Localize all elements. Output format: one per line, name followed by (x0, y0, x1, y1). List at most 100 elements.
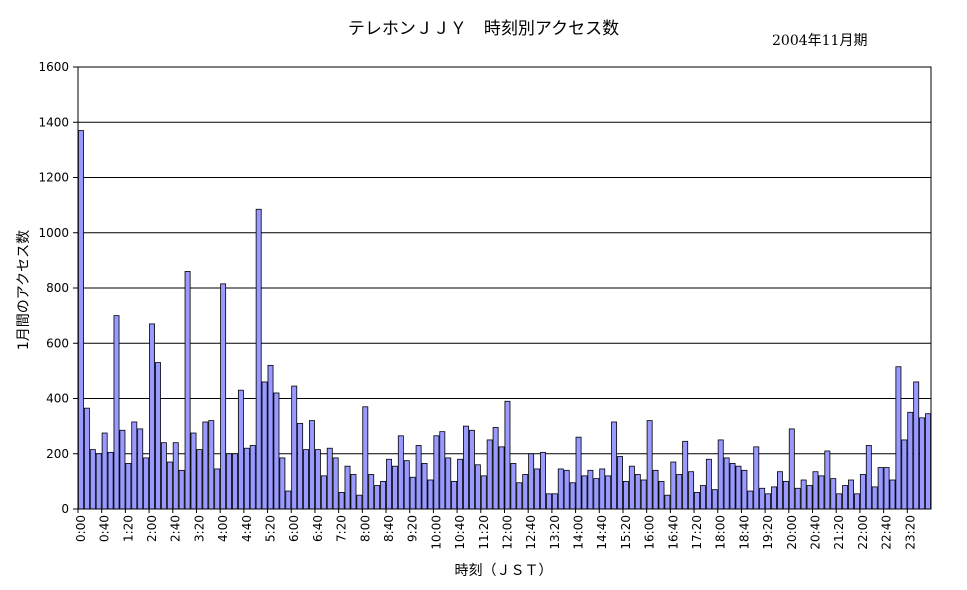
y-tick-label: 600 (46, 336, 69, 350)
bar (232, 453, 238, 510)
bar (682, 440, 689, 510)
x-tick-label: 6:40 (311, 515, 325, 542)
bar (634, 474, 641, 510)
bar (249, 445, 256, 510)
bar (510, 463, 517, 510)
bar (800, 479, 807, 510)
bar (474, 464, 481, 510)
bar (314, 449, 321, 510)
bar (350, 474, 357, 510)
x-tick-label: 8:00 (358, 515, 372, 542)
bar (486, 439, 493, 510)
bar (119, 429, 126, 510)
bar (226, 453, 232, 510)
y-tick-label: 400 (46, 392, 69, 406)
bar (646, 420, 653, 510)
bar (599, 468, 606, 510)
bar (196, 449, 203, 510)
bar (664, 494, 671, 510)
bar (368, 474, 375, 510)
bar (788, 428, 795, 510)
bar (658, 480, 665, 510)
bar (640, 479, 647, 510)
bar (699, 485, 706, 510)
bar (729, 463, 736, 510)
bar (184, 271, 191, 510)
bar (344, 465, 351, 510)
bar (848, 479, 854, 510)
bar (243, 447, 250, 510)
bar (309, 420, 315, 510)
bar (202, 421, 209, 510)
x-tick-label: 4:00 (216, 515, 230, 542)
bar (492, 427, 499, 510)
x-tick-label: 13:20 (548, 515, 562, 550)
bar (741, 469, 748, 510)
chart-title: テレホンＪＪＹ 時刻別アクセス数 (347, 19, 620, 39)
bar (303, 449, 310, 510)
bar (380, 480, 387, 510)
y-tick-label: 1400 (38, 115, 69, 129)
chart-subtitle: 2004年11月期 (772, 33, 868, 49)
bar (468, 429, 475, 510)
bar (782, 480, 789, 510)
bar (445, 457, 452, 510)
x-tick-label: 3:20 (192, 515, 206, 542)
x-tick-label: 5:20 (264, 515, 278, 542)
bar (830, 478, 837, 510)
y-tick-labels: 0 200 400 600 800 1000 1200 1400 1600 (38, 60, 69, 516)
bar (143, 457, 150, 510)
x-tick-label: 10:00 (429, 515, 443, 550)
bar (694, 492, 700, 510)
x-tick-label: 17:20 (690, 515, 704, 550)
bar (409, 476, 416, 510)
bar (759, 487, 766, 510)
bar (403, 460, 410, 510)
bar (652, 469, 659, 510)
bar (670, 461, 677, 510)
bar (155, 362, 161, 510)
bar (723, 457, 730, 510)
bar (913, 381, 920, 510)
bar (854, 493, 860, 510)
bar (895, 366, 902, 510)
x-tick-label: 15:20 (619, 515, 633, 550)
bar (871, 486, 878, 510)
x-tick-label: 18:00 (714, 515, 728, 550)
x-axis-label: 時刻（ＪＳＴ） (454, 563, 553, 579)
x-tick-label: 1:20 (121, 515, 135, 542)
bar (208, 420, 215, 510)
bar (617, 456, 623, 510)
bar (160, 442, 167, 510)
bar (498, 446, 505, 510)
bar (545, 493, 552, 510)
bar (889, 479, 896, 510)
bar (883, 467, 890, 510)
bar (480, 475, 487, 510)
bar (557, 468, 564, 510)
bar (540, 451, 546, 510)
bar (859, 474, 866, 510)
bar (463, 425, 469, 510)
bar (593, 478, 600, 510)
y-tick-label: 800 (46, 281, 69, 295)
gridlines (78, 121, 931, 455)
bar (842, 485, 849, 510)
bar (255, 208, 262, 510)
bar (427, 479, 434, 510)
bar (415, 445, 422, 510)
x-tick-label: 0:00 (74, 515, 88, 542)
bar (622, 480, 629, 510)
x-tick-label: 9:20 (406, 515, 420, 542)
bar (131, 421, 138, 510)
bar (125, 463, 132, 510)
bar (172, 442, 179, 510)
x-tick-label: 18:40 (737, 515, 751, 550)
bar (95, 453, 102, 510)
bar (705, 458, 712, 510)
bar (113, 315, 120, 510)
x-tick-label: 10:40 (453, 515, 467, 550)
bar (190, 432, 197, 510)
bar (279, 457, 286, 510)
bar (421, 463, 428, 510)
